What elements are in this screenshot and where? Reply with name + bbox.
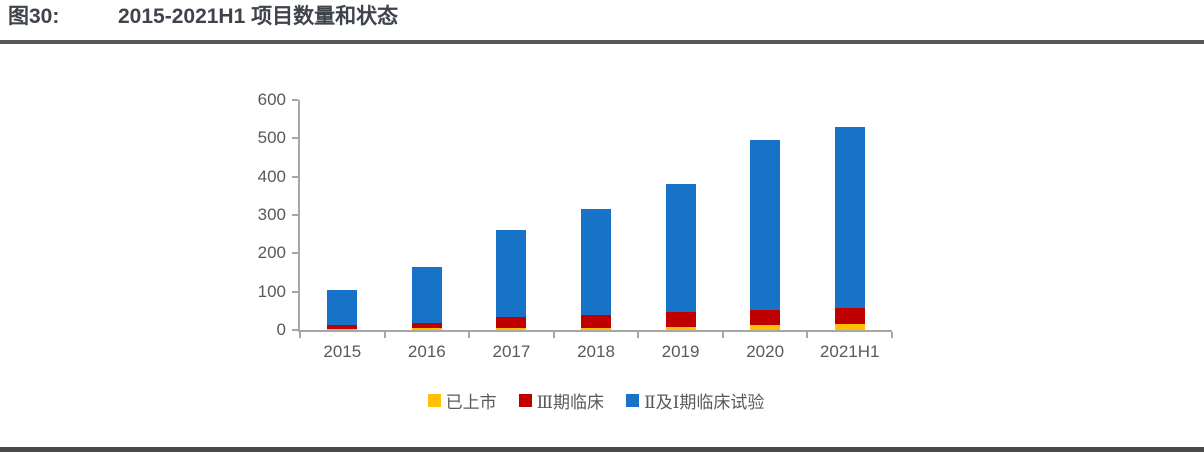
bar-segment-2019-Ⅱ及Ⅰ期临床试验 (665, 184, 696, 313)
bar-2019 (665, 184, 696, 330)
chart-legend: 已上市 Ⅲ期临床 Ⅱ及Ⅰ期临床试验 (300, 388, 892, 413)
bar-segment-2018-Ⅱ及Ⅰ期临床试验 (581, 209, 611, 316)
x-axis-tick (637, 332, 640, 338)
legend-label: 已上市 (445, 393, 497, 413)
legend-item-Ⅱ及Ⅰ期临床试验: Ⅱ及Ⅰ期临床试验 (626, 388, 764, 413)
bar-segment-2020-Ⅲ期临床 (750, 310, 781, 326)
bar-2015 (327, 289, 358, 330)
x-axis-label-2018: 2018 (577, 342, 615, 361)
y-axis-tick-label: 100 (257, 281, 286, 301)
bar-segment-2021H1-Ⅲ期临床 (834, 308, 865, 325)
y-axis-tick-label: 500 (257, 128, 286, 148)
bar-2020 (750, 140, 781, 330)
figure-header: 图30: 2015-2021H1 项目数量和状态 (0, 0, 1204, 30)
y-axis-tick (292, 99, 298, 101)
bar-segment-2021H1-已上市 (834, 324, 865, 330)
x-axis-label-2019: 2019 (661, 342, 700, 361)
legend-swatch-icon (626, 394, 640, 407)
y-axis-tick (292, 137, 298, 140)
y-axis-tick (292, 175, 298, 178)
x-axis-tick (468, 332, 471, 338)
bar-segment-2020-Ⅱ及Ⅰ期临床试验 (750, 140, 781, 311)
x-axis-label-2021H1: 2021H1 (819, 342, 880, 361)
x-axis-label-2017: 2017 (492, 342, 531, 361)
legend-swatch-icon (427, 394, 441, 407)
bar-segment-2016-已上市 (411, 328, 442, 330)
bar-segment-2015-已上市 (327, 328, 358, 330)
x-axis-label-2016: 2016 (407, 342, 446, 361)
y-axis-line (298, 100, 300, 332)
bar-2016 (411, 266, 442, 330)
y-axis-tick (292, 290, 298, 293)
bar-segment-2018-已上市 (581, 327, 611, 330)
legend-label: Ⅱ及Ⅰ期临床试验 (644, 393, 765, 413)
y-axis-tick-label: 300 (257, 205, 286, 224)
bar-2021H1 (834, 126, 865, 330)
x-axis-tick (806, 332, 809, 338)
x-axis-tick (383, 332, 386, 338)
x-axis-label-2015: 2015 (323, 342, 362, 361)
y-axis-tick (292, 329, 298, 331)
legend-label: Ⅲ期临床 (536, 393, 605, 413)
bar-segment-2020-已上市 (750, 325, 781, 330)
bar-segment-2021H1-Ⅱ及Ⅰ期临床试验 (834, 126, 865, 309)
y-axis-tick-label: 200 (257, 243, 286, 263)
legend-swatch-icon (518, 394, 532, 407)
bar-2018 (581, 209, 611, 330)
y-axis-tick-label: 0 (276, 320, 286, 339)
page-bottom-rule (0, 447, 1204, 452)
bar-segment-2019-Ⅲ期临床 (665, 312, 696, 327)
bar-segment-2017-已上市 (496, 328, 527, 330)
x-axis-tick (891, 332, 893, 338)
y-axis-tick-label: 600 (257, 90, 286, 109)
y-axis-tick (292, 214, 298, 216)
legend-item-已上市: 已上市 (427, 388, 497, 413)
bar-segment-2015-Ⅱ及Ⅰ期临床试验 (327, 289, 358, 326)
bar-segment-2016-Ⅲ期临床 (411, 322, 442, 329)
figure-number-label: 图30: (8, 5, 60, 28)
x-axis-tick (299, 332, 301, 338)
bar-segment-2018-Ⅲ期临床 (581, 315, 611, 328)
x-axis-tick (552, 332, 555, 338)
x-axis-label-2020: 2020 (746, 342, 785, 361)
bar-2017 (496, 230, 527, 330)
bar-segment-2017-Ⅲ期临床 (496, 317, 527, 329)
legend-item-Ⅲ期临床: Ⅲ期临床 (518, 388, 605, 413)
bar-segment-2016-Ⅱ及Ⅰ期临床试验 (411, 266, 442, 323)
bar-segment-2019-已上市 (665, 326, 696, 330)
y-axis-tick (292, 252, 298, 255)
bar-segment-2015-Ⅲ期临床 (327, 325, 358, 329)
bar-segment-2017-Ⅱ及Ⅰ期临床试验 (496, 230, 527, 318)
figure-title: 2015-2021H1 项目数量和状态 (118, 5, 399, 28)
y-axis-tick-label: 400 (257, 166, 286, 186)
x-axis-tick (721, 332, 724, 338)
x-axis-line (298, 330, 892, 332)
header-divider-rule (0, 40, 1204, 44)
